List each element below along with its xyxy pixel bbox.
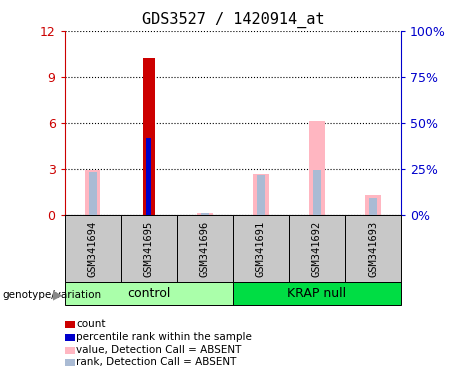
Text: GSM341692: GSM341692 (312, 220, 322, 277)
Bar (257, 175, 265, 215)
Bar (85, 170, 100, 215)
Text: percentile rank within the sample: percentile rank within the sample (76, 332, 252, 342)
Bar (201, 213, 209, 215)
Text: GSM341693: GSM341693 (368, 220, 378, 277)
Title: GDS3527 / 1420914_at: GDS3527 / 1420914_at (142, 12, 324, 28)
Bar (309, 121, 325, 215)
Text: count: count (76, 319, 106, 329)
Bar (146, 138, 152, 215)
Text: control: control (127, 287, 171, 300)
Bar (65, 282, 233, 305)
Text: GSM341691: GSM341691 (256, 220, 266, 277)
Bar (121, 215, 177, 282)
Text: KRAP null: KRAP null (287, 287, 347, 300)
Text: GSM341695: GSM341695 (144, 220, 154, 277)
Text: GSM341696: GSM341696 (200, 220, 210, 277)
Bar (365, 195, 381, 215)
Bar (313, 170, 321, 215)
Text: GSM341694: GSM341694 (88, 220, 98, 277)
Bar (197, 213, 213, 215)
Bar (142, 58, 155, 215)
Bar (369, 198, 377, 215)
Bar (233, 215, 289, 282)
Text: ▶: ▶ (53, 288, 63, 301)
Bar (177, 215, 233, 282)
Bar (233, 282, 401, 305)
Text: rank, Detection Call = ABSENT: rank, Detection Call = ABSENT (76, 358, 236, 367)
Bar (65, 215, 121, 282)
Text: genotype/variation: genotype/variation (2, 290, 101, 300)
Bar (89, 172, 96, 215)
Bar (253, 174, 269, 215)
Text: value, Detection Call = ABSENT: value, Detection Call = ABSENT (76, 345, 242, 355)
Bar (345, 215, 401, 282)
Bar (289, 215, 345, 282)
